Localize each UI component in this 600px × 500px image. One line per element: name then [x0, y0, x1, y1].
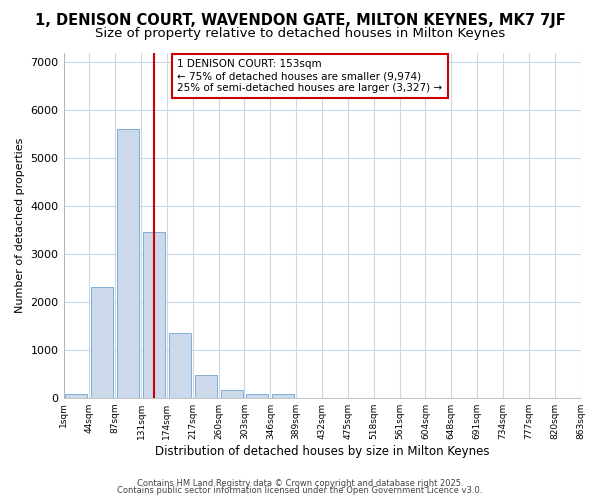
Text: 1 DENISON COURT: 153sqm
← 75% of detached houses are smaller (9,974)
25% of semi: 1 DENISON COURT: 153sqm ← 75% of detache… — [177, 60, 442, 92]
Bar — [169, 333, 191, 398]
Text: Size of property relative to detached houses in Milton Keynes: Size of property relative to detached ho… — [95, 28, 505, 40]
Text: Contains public sector information licensed under the Open Government Licence v3: Contains public sector information licen… — [118, 486, 482, 495]
Bar — [221, 390, 242, 398]
Bar — [91, 288, 113, 398]
Y-axis label: Number of detached properties: Number of detached properties — [15, 138, 25, 313]
Bar — [143, 232, 165, 398]
Bar — [65, 394, 88, 398]
Bar — [272, 394, 294, 398]
Bar — [247, 394, 268, 398]
X-axis label: Distribution of detached houses by size in Milton Keynes: Distribution of detached houses by size … — [155, 444, 489, 458]
Text: 1, DENISON COURT, WAVENDON GATE, MILTON KEYNES, MK7 7JF: 1, DENISON COURT, WAVENDON GATE, MILTON … — [35, 12, 565, 28]
Bar — [117, 129, 139, 398]
Bar — [195, 374, 217, 398]
Text: Contains HM Land Registry data © Crown copyright and database right 2025.: Contains HM Land Registry data © Crown c… — [137, 478, 463, 488]
